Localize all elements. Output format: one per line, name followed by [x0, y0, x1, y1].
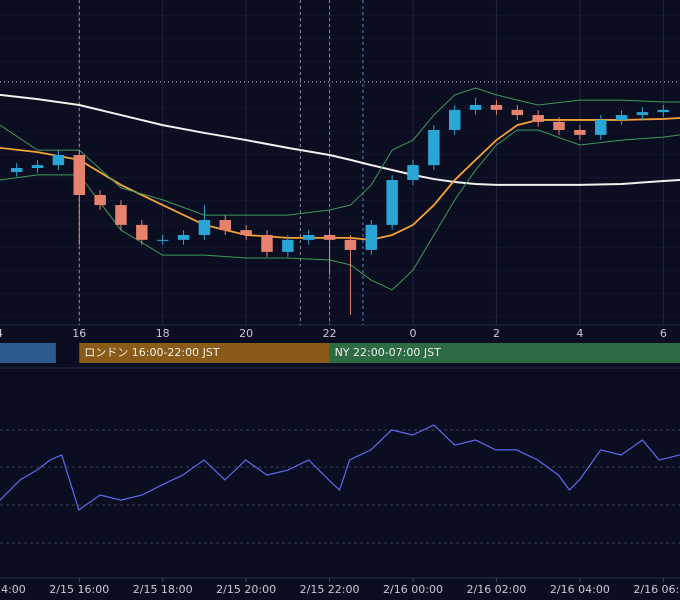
x-tick-label: 2	[493, 327, 500, 340]
candle-body	[198, 220, 211, 235]
candle-body	[282, 239, 294, 252]
candle-body	[302, 234, 315, 240]
candle-body	[94, 195, 106, 206]
candle-body	[490, 104, 503, 110]
session-label: ロンドン 16:00-22:00 JST	[84, 346, 220, 359]
x-tick-label: 2/15 16:00	[49, 583, 109, 596]
session-band	[79, 343, 330, 363]
candle-body	[615, 115, 628, 120]
x-tick-label: 20	[239, 327, 253, 340]
x-tick-label: 2/15 22:00	[300, 583, 360, 596]
candle-body	[156, 239, 169, 241]
x-tick-label: 2/16 02:00	[466, 583, 526, 596]
candle-body	[261, 234, 273, 252]
candle-body	[574, 130, 586, 135]
candle-body	[136, 224, 148, 240]
indicator-line	[0, 93, 680, 186]
candle-body	[657, 109, 670, 113]
candle-body	[448, 109, 461, 130]
candle-body	[595, 119, 607, 135]
candle-body	[428, 130, 440, 166]
x-tick-label: 2/16 06:00	[633, 583, 680, 596]
x-tick-label: 6	[660, 327, 667, 340]
candle-body	[553, 121, 565, 130]
x-tick-label: 2/16 04:00	[550, 583, 610, 596]
candle-body	[31, 165, 44, 169]
price-grid	[0, 0, 680, 325]
candle-body	[177, 234, 190, 240]
x-tick-label: 18	[156, 327, 170, 340]
candle-body	[219, 220, 232, 231]
osc-grid	[0, 429, 680, 544]
x-tick-label: 16	[72, 327, 86, 340]
x-tick-label: 2/15 20:00	[216, 583, 276, 596]
candle-body	[365, 224, 378, 250]
candle-body	[344, 239, 357, 250]
indicator-line	[0, 117, 680, 241]
candle-body	[532, 115, 544, 122]
x-tick-label: 2/15 18:00	[133, 583, 193, 596]
candle-body	[73, 155, 85, 195]
candle-body	[386, 180, 398, 225]
candle-body	[10, 168, 23, 172]
candle-body	[511, 109, 524, 116]
candle-body	[52, 155, 65, 166]
session-band	[0, 343, 56, 363]
candle-body	[407, 165, 419, 181]
session-label: NY 22:00-07:00 JST	[335, 346, 442, 359]
candle-body	[469, 104, 482, 110]
x-tick-label: 2/16 00:00	[383, 583, 443, 596]
x-tick-label: 2/15 14:00	[0, 583, 26, 596]
session-band	[329, 343, 680, 363]
indicator-line	[0, 87, 680, 216]
indicator-line	[0, 129, 680, 291]
candle-body	[636, 112, 649, 116]
candle-body	[240, 230, 252, 235]
candle-body	[115, 205, 127, 225]
oscillator-line	[0, 424, 680, 511]
candle-body	[323, 234, 336, 240]
x-tick-label: 22	[323, 327, 337, 340]
x-tick-label: 4	[576, 327, 583, 340]
x-tick-label: 14	[0, 327, 3, 340]
x-tick-label: 0	[410, 327, 417, 340]
